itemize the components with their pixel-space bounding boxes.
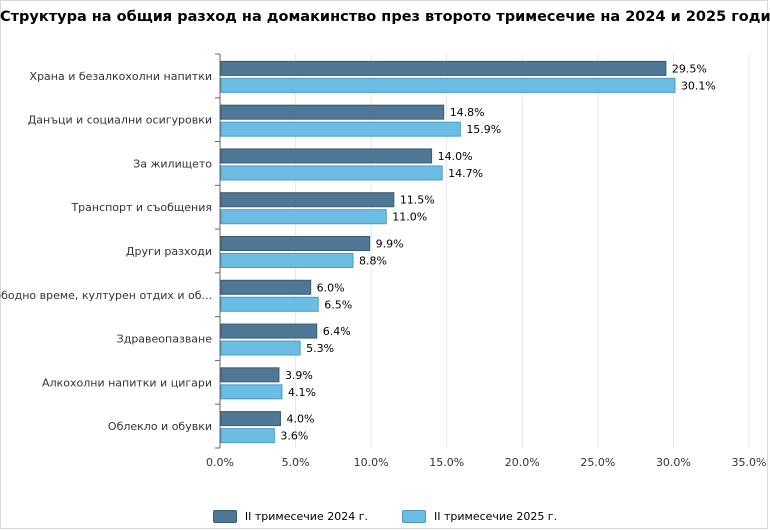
bar-2025 [220,77,676,93]
chart-legend: II тримесечие 2024 г. II тримесечие 2025… [0,510,770,523]
data-label: 8.8% [359,255,387,268]
x-tick-label: 35.0% [732,456,767,469]
bar-2024 [220,367,280,383]
category-label: Здравеопазване [117,333,213,346]
bar-2024 [220,148,433,164]
x-tick-label: 15.0% [429,456,464,469]
bar-2024 [220,323,318,339]
bar-2025 [220,165,443,181]
legend-swatch-2025 [402,510,426,523]
bar-2025 [220,121,461,137]
data-label: 15.9% [466,123,501,136]
data-label: 3.6% [280,430,308,443]
data-label: 14.7% [448,167,483,180]
bar-2025 [220,384,283,400]
legend-item-2025[interactable]: II тримесечие 2025 г. [402,510,557,523]
data-label: 11.0% [392,211,427,224]
category-label: Облекло и обувки [108,420,212,433]
legend-swatch-2024 [212,510,237,523]
data-label: 4.1% [288,386,316,399]
x-tick-label: 5.0% [282,456,310,469]
category-label: Транспорт и съобщения [70,201,212,214]
bar-2025 [220,253,354,268]
bar-2024 [220,236,371,251]
category-label: Храна и безалкохолни напитки [30,70,212,83]
category-label: За жилището [133,157,212,170]
category-label: Други разходи [126,245,212,258]
bar-2024 [220,60,667,76]
data-label: 6.0% [317,281,345,294]
data-label: 29.5% [672,62,707,75]
legend-label-2025: II тримесечие 2025 г. [434,510,558,523]
data-label: 14.8% [450,106,485,119]
bar-2024 [220,411,281,427]
data-label: 6.5% [324,298,352,311]
data-label: 6.4% [323,325,351,338]
x-tick-label: 25.0% [580,456,615,469]
data-label: 9.9% [376,238,404,251]
data-label: 5.3% [306,342,334,355]
data-label: 3.9% [285,369,313,382]
category-label: Свободно време, културен отдих и об... [0,289,212,302]
x-tick-label: 0.0% [206,456,234,469]
bar-2025 [220,296,319,312]
chart-title: Структура на общия разход на домакинство… [0,9,770,25]
bar-2024 [220,192,395,208]
data-label: 30.1% [681,79,716,92]
data-label: 14.0% [438,150,473,163]
bar-2025 [220,428,275,444]
bar-2025 [220,209,387,225]
data-label: 4.0% [286,413,314,426]
x-tick-label: 30.0% [656,456,691,469]
legend-label-2024: II тримесечие 2024 г. [244,510,368,523]
bar-2025 [220,340,301,356]
data-label: 11.5% [400,194,435,207]
bar-2024 [220,279,312,295]
legend-item-2024[interactable]: II тримесечие 2024 г. [212,510,368,523]
x-tick-label: 20.0% [505,456,540,469]
category-label: Алкохолни напитки и цигари [42,376,212,389]
x-tick-label: 10.0% [354,456,389,469]
bar-2024 [220,104,445,120]
category-label: Данъци и социални осигуровки [28,114,212,127]
